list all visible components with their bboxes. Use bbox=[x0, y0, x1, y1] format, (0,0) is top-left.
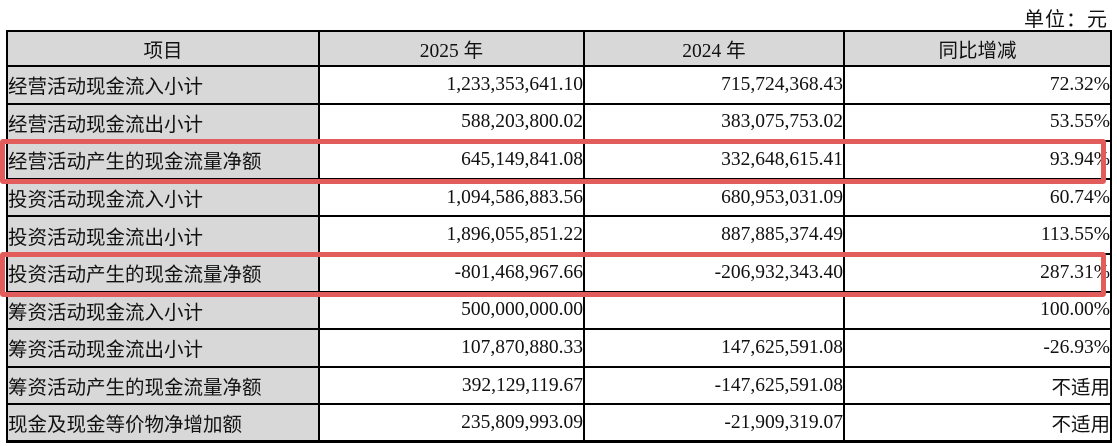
value-2024-cell: 332,648,615.41 bbox=[583, 140, 845, 180]
value-2025-cell: 1,896,055,851.22 bbox=[318, 215, 585, 255]
value-2025-cell: -801,468,967.66 bbox=[318, 252, 585, 293]
item-cell: 经营活动现金流出小计 bbox=[6, 102, 320, 143]
table-row: 筹资活动现金流出小计 107,870,880.33 147,625,591.08 -2… bbox=[6, 328, 1112, 368]
yoy-cell: 60.74% bbox=[843, 177, 1112, 218]
value-2025-cell: 107,870,880.33 bbox=[318, 328, 585, 368]
value-2024-cell: 887,885,374.49 bbox=[583, 215, 845, 255]
value-2024-cell: -206,932,343.40 bbox=[583, 252, 845, 293]
yoy-cell: 不适用 bbox=[843, 403, 1112, 444]
yoy-cell: 93.94% bbox=[843, 140, 1112, 180]
table-row: 筹资活动产生的现金流量净额 392,129,119.67 -147,625,591.… bbox=[6, 365, 1112, 406]
yoy-cell: 53.55% bbox=[843, 102, 1112, 143]
cash-flow-table: 项目 2025 年 2024 年 同比增减 经营活动现金流入小计 1,233,35… bbox=[6, 30, 1112, 444]
table-row: 经营活动现金流入小计 1,233,353,641.10 715,724,368.43… bbox=[6, 65, 1112, 105]
value-2024-cell: -21,909,319.07 bbox=[583, 403, 845, 444]
value-2024-cell bbox=[583, 290, 845, 331]
item-cell: 现金及现金等价物净增加额 bbox=[6, 403, 320, 444]
value-2024-cell: -147,625,591.08 bbox=[583, 365, 845, 406]
item-cell: 筹资活动现金流入小计 bbox=[6, 290, 320, 331]
value-2025-cell: 392,129,119.67 bbox=[318, 365, 585, 406]
table-row: 投资活动现金流出小计 1,896,055,851.22 887,885,374.49… bbox=[6, 215, 1112, 255]
value-2024-cell: 147,625,591.08 bbox=[583, 328, 845, 368]
value-2025-cell: 1,094,586,883.56 bbox=[318, 177, 585, 218]
item-cell: 投资活动产生的现金流量净额 bbox=[6, 252, 320, 293]
yoy-cell: 72.32% bbox=[843, 65, 1112, 105]
column-header-2024: 2024 年 bbox=[583, 30, 845, 67]
table-row: 经营活动产生的现金流量净额 645,149,841.08 332,648,615.4… bbox=[6, 140, 1112, 180]
item-cell: 筹资活动现金流出小计 bbox=[6, 328, 320, 368]
item-cell: 经营活动产生的现金流量净额 bbox=[6, 140, 320, 180]
table-row: 投资活动现金流入小计 1,094,586,883.56 680,953,031.09… bbox=[6, 177, 1112, 218]
column-header-yoy: 同比增减 bbox=[843, 30, 1112, 67]
item-cell: 投资活动现金流出小计 bbox=[6, 215, 320, 255]
item-cell: 投资活动现金流入小计 bbox=[6, 177, 320, 218]
value-2024-cell: 383,075,753.02 bbox=[583, 102, 845, 143]
yoy-cell: 287.31% bbox=[843, 252, 1112, 293]
table-row: 经营活动现金流出小计 588,203,800.02 383,075,753.02 53… bbox=[6, 102, 1112, 143]
item-cell: 经营活动现金流入小计 bbox=[6, 65, 320, 105]
column-header-item: 项目 bbox=[6, 30, 320, 67]
value-2025-cell: 645,149,841.08 bbox=[318, 140, 585, 180]
yoy-cell: 不适用 bbox=[843, 365, 1112, 406]
value-2025-cell: 235,809,993.09 bbox=[318, 403, 585, 444]
table-row: 现金及现金等价物净增加额 235,809,993.09 -21,909,319.07… bbox=[6, 403, 1112, 444]
value-2024-cell: 680,953,031.09 bbox=[583, 177, 845, 218]
value-2025-cell: 1,233,353,641.10 bbox=[318, 65, 585, 105]
table-row: 投资活动产生的现金流量净额 -801,468,967.66 -206,932,343… bbox=[6, 252, 1112, 293]
yoy-cell: 113.55% bbox=[843, 215, 1112, 255]
header-row: 项目 2025 年 2024 年 同比增减 bbox=[6, 30, 1112, 67]
value-2024-cell: 715,724,368.43 bbox=[583, 65, 845, 105]
table-row: 筹资活动现金流入小计 500,000,000.00 100.00% bbox=[6, 290, 1112, 331]
yoy-cell: -26.93% bbox=[843, 328, 1112, 368]
yoy-cell: 100.00% bbox=[843, 290, 1112, 331]
column-header-2025: 2025 年 bbox=[318, 30, 585, 67]
unit-label: 单位：元 bbox=[1024, 9, 1108, 31]
value-2025-cell: 500,000,000.00 bbox=[318, 290, 585, 331]
item-cell: 筹资活动产生的现金流量净额 bbox=[6, 365, 320, 406]
value-2025-cell: 588,203,800.02 bbox=[318, 102, 585, 143]
